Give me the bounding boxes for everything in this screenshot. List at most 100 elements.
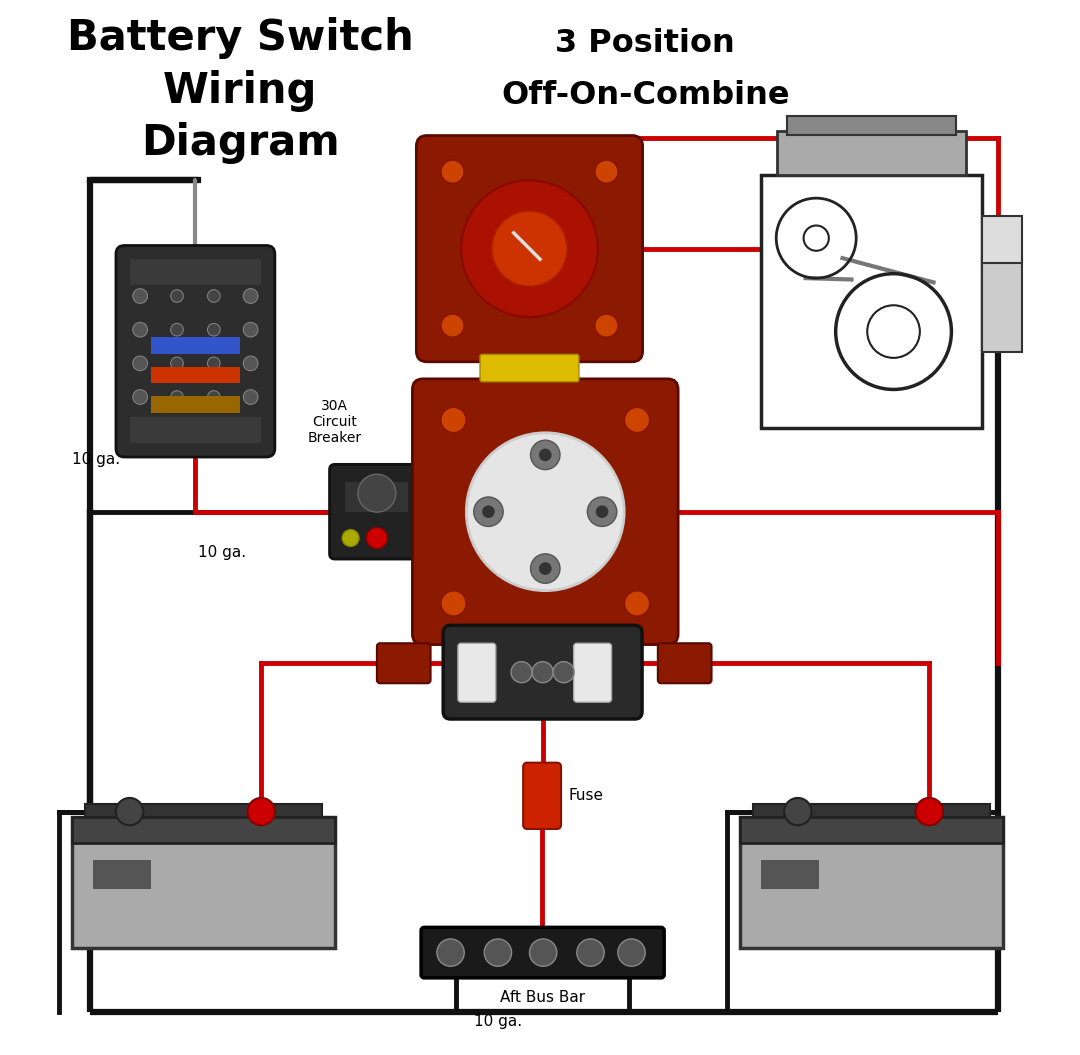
Circle shape [474,497,503,526]
Circle shape [441,160,464,184]
Text: 2: 2 [516,503,528,521]
Circle shape [530,440,561,469]
FancyBboxPatch shape [658,644,712,684]
Text: Aft Bus Bar: Aft Bus Bar [500,991,585,1005]
Text: CE
INVERTER: CE INVERTER [529,667,556,677]
Circle shape [595,314,618,338]
Bar [753,804,990,817]
Circle shape [133,289,148,304]
FancyBboxPatch shape [417,135,643,362]
FancyBboxPatch shape [523,763,561,829]
Circle shape [588,497,617,526]
Circle shape [553,661,575,683]
FancyBboxPatch shape [413,379,678,645]
Circle shape [539,448,552,461]
Bar [130,260,261,286]
Circle shape [530,554,561,583]
FancyBboxPatch shape [573,644,611,703]
Text: BATTERY: BATTERY [159,910,248,928]
Circle shape [491,211,567,286]
Bar [151,337,240,353]
Bar [787,116,956,135]
Circle shape [171,357,184,369]
Circle shape [357,475,396,512]
Bar [777,131,967,175]
Circle shape [596,505,608,518]
Text: −: − [113,865,131,885]
Bar [982,216,1022,264]
Circle shape [171,290,184,303]
Text: +: + [908,863,929,887]
Circle shape [207,324,220,335]
Circle shape [247,798,274,825]
Circle shape [207,290,220,303]
Circle shape [624,591,650,616]
Bar [151,396,240,413]
FancyBboxPatch shape [443,626,643,720]
Text: Wiring: Wiring [163,70,318,112]
Text: 30A
Circuit
Breaker: 30A Circuit Breaker [308,399,362,445]
Bar [71,817,335,948]
Circle shape [577,939,604,966]
Text: B: B [472,666,482,679]
FancyBboxPatch shape [377,644,431,684]
Text: 10 ga.: 10 ga. [71,452,120,466]
Circle shape [441,407,467,433]
FancyBboxPatch shape [458,644,496,703]
Text: 10 ga.: 10 ga. [198,545,246,560]
Text: LOAD: LOAD [529,422,561,431]
Circle shape [867,305,920,358]
Bar [130,417,261,443]
Circle shape [437,939,464,966]
Bar [93,860,151,889]
Circle shape [529,939,557,966]
Text: Maxi Fuse: Maxi Fuse [388,660,419,666]
Bar [982,257,1022,351]
Circle shape [441,314,464,338]
Circle shape [511,661,532,683]
Text: Battery Switch: Battery Switch [67,17,414,59]
Text: 3 Position: 3 Position [555,27,735,59]
Circle shape [116,798,144,825]
Circle shape [916,798,943,825]
Circle shape [624,407,650,433]
Text: Off-On-Combine: Off-On-Combine [501,80,789,112]
Circle shape [784,798,811,825]
Text: OFF: OFF [456,185,471,193]
Text: −: − [781,865,798,885]
Circle shape [618,939,645,966]
Bar [740,817,1003,843]
Text: BATTERY: BATTERY [827,910,916,928]
Text: BATT: BATT [530,592,561,601]
Text: 10 ga.: 10 ga. [443,487,490,502]
Bar [761,175,982,427]
Circle shape [342,530,359,546]
Text: COMBINE BATTERIES: COMBINE BATTERIES [492,366,566,370]
Circle shape [207,390,220,403]
Circle shape [133,323,148,337]
Circle shape [532,661,553,683]
Text: +: + [240,863,261,887]
Circle shape [133,389,148,404]
Text: A: A [588,666,598,679]
FancyBboxPatch shape [329,464,424,559]
Text: 1: 1 [563,503,575,521]
Circle shape [595,160,618,184]
Bar [85,804,322,817]
Circle shape [539,562,552,575]
Circle shape [441,591,467,616]
Circle shape [482,505,495,518]
Text: Maxi Fuse: Maxi Fuse [670,660,700,666]
Bar [151,366,240,383]
Circle shape [243,323,258,337]
Circle shape [171,324,184,335]
Circle shape [243,356,258,370]
Text: Diagram: Diagram [140,122,339,165]
Circle shape [467,433,624,591]
Circle shape [207,357,220,369]
Bar [740,817,1003,948]
Text: Fuse: Fuse [568,788,604,803]
Circle shape [171,390,184,403]
Circle shape [366,528,388,549]
Text: ON
1: ON 1 [581,229,593,248]
